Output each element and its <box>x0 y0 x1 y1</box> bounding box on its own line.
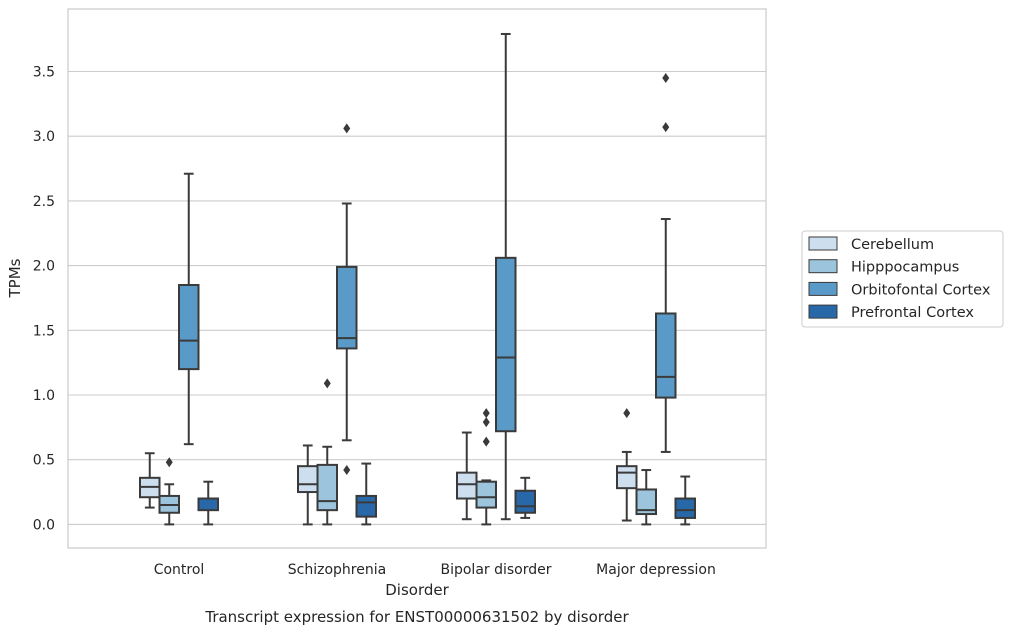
box-prefrontal-cortex-1 <box>355 462 377 526</box>
box-orbitofontal-cortex-3 <box>655 72 677 453</box>
plot-area <box>68 9 766 548</box>
outlier-marker <box>165 457 173 468</box>
y-tick-label: 3.0 <box>33 129 55 145</box>
y-tick-label: 2.0 <box>33 259 55 275</box>
legend-swatch <box>808 259 838 274</box>
iqr-box <box>616 465 638 490</box>
x-tick-labels: Control Schizophrenia Bipolar disorder Majo… <box>154 562 716 578</box>
box-hipppocampus-1 <box>316 378 338 526</box>
outlier-marker <box>623 408 631 419</box>
legend-label: Hipppocampus <box>851 260 959 276</box>
outlier-marker <box>662 122 670 133</box>
iqr-box <box>655 312 677 399</box>
x-tick-label: Major depression <box>596 562 716 578</box>
legend-swatch <box>808 304 838 319</box>
outlier-marker <box>482 436 490 447</box>
box-orbitofontal-cortex-1 <box>336 123 358 476</box>
legend-frame <box>801 230 1004 328</box>
x-axis-label: Disorder <box>385 581 449 599</box>
box-layer <box>139 32 696 526</box>
y-tick-label: 2.5 <box>33 194 55 210</box>
y-tick-label: 0.0 <box>33 517 55 533</box>
outlier-marker <box>482 408 490 419</box>
box-orbitofontal-cortex-0 <box>178 172 200 446</box>
box-prefrontal-cortex-0 <box>197 480 219 526</box>
box-orbitofontal-cortex-2 <box>495 32 517 521</box>
box-prefrontal-cortex-2 <box>514 476 536 519</box>
iqr-box <box>178 284 200 371</box>
chart-caption: Transcript expression for ENST0000063150… <box>204 608 629 626</box>
outlier-marker <box>323 378 331 389</box>
iqr-box <box>456 471 478 500</box>
plot-frame <box>67 8 767 549</box>
iqr-box <box>674 497 696 519</box>
x-tick-label: Bipolar disorder <box>440 562 551 578</box>
outlier-marker <box>662 72 670 83</box>
legend-label: Orbitofontal Cortex <box>851 282 991 298</box>
legend-swatch <box>808 281 838 296</box>
outlier-marker <box>343 465 351 476</box>
iqr-box <box>297 465 319 494</box>
box-cerebellum-1 <box>297 444 319 526</box>
y-tick-label: 1.0 <box>33 388 55 404</box>
box-hipppocampus-3 <box>635 469 657 526</box>
x-tick-label: Schizophrenia <box>288 562 386 578</box>
legend-label: Prefrontal Cortex <box>851 305 974 321</box>
iqr-box <box>355 494 377 518</box>
box-prefrontal-cortex-3 <box>674 475 696 526</box>
legend-label: Cerebellum <box>851 237 934 253</box>
box-cerebellum-0 <box>139 452 161 509</box>
box-cerebellum-3 <box>616 408 638 522</box>
y-axis-label: TPMs <box>6 258 24 298</box>
y-tick-labels: 0.0 0.5 1.0 1.5 2.0 2.5 3.0 3.5 <box>33 65 55 534</box>
iqr-box <box>197 497 219 512</box>
y-tick-label: 1.5 <box>33 323 55 339</box>
box-hipppocampus-0 <box>158 457 180 526</box>
iqr-box <box>316 463 338 512</box>
outlier-marker <box>482 417 490 428</box>
iqr-box <box>475 480 497 509</box>
legend-swatch <box>808 236 838 251</box>
iqr-box <box>495 256 517 433</box>
iqr-box <box>514 489 536 514</box>
legend: Cerebellum Hipppocampus Orbitofontal Corte… <box>801 230 1004 328</box>
iqr-box <box>336 265 358 350</box>
box-hipppocampus-2 <box>475 408 497 526</box>
x-tick-label: Control <box>154 562 205 578</box>
outlier-marker <box>343 123 351 134</box>
y-tick-label: 3.5 <box>33 65 55 81</box>
y-tick-label: 0.5 <box>33 453 55 469</box>
iqr-box <box>635 488 657 516</box>
